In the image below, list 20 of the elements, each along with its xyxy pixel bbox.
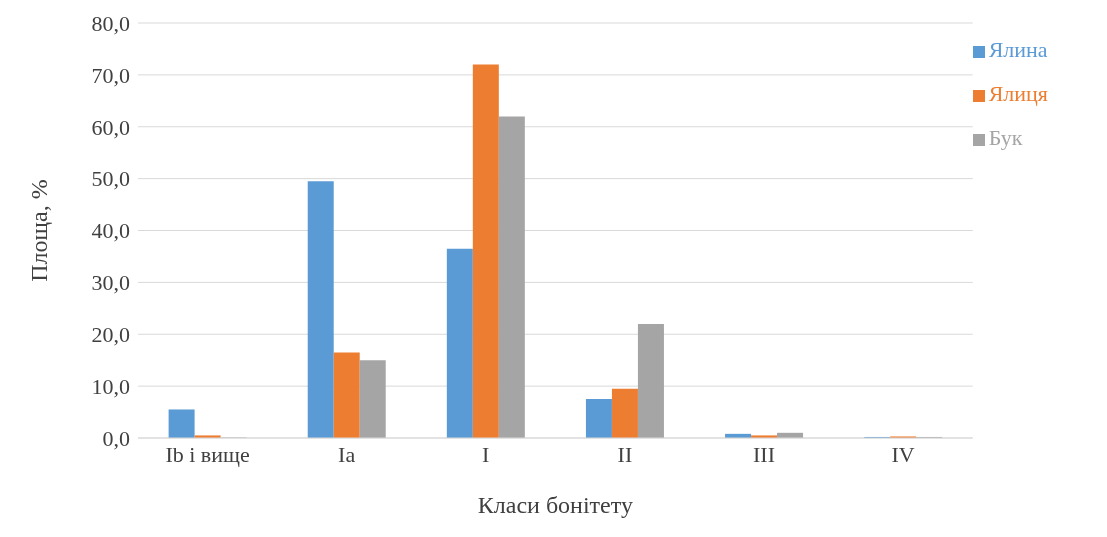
y-tick-label: 60,0 [91,114,130,140]
legend-label: Ялиця [988,81,1048,106]
x-tick-label: I [482,441,490,467]
legend-label: Ялина [988,37,1048,62]
y-tick-label: 50,0 [91,166,130,192]
y-tick-label: 40,0 [91,218,130,244]
legend-label: Бук [988,125,1023,150]
y-tick-label: 20,0 [91,322,130,348]
y-tick-label: 80,0 [91,10,130,36]
y-tick-label: 10,0 [91,373,130,399]
x-axis-title: Класи бонітету [477,492,633,518]
y-axis-title: Площа, % [25,179,52,282]
x-tick-label: IV [891,441,915,467]
x-tick-label: II [617,441,633,467]
y-tick-label: 70,0 [91,62,130,88]
y-tick-label: 0,0 [102,425,130,451]
x-tick-label: Ia [338,441,356,467]
x-tick-label: Ib і вище [165,441,250,467]
y-tick-label: 30,0 [91,270,130,296]
x-tick-label: III [753,441,775,467]
